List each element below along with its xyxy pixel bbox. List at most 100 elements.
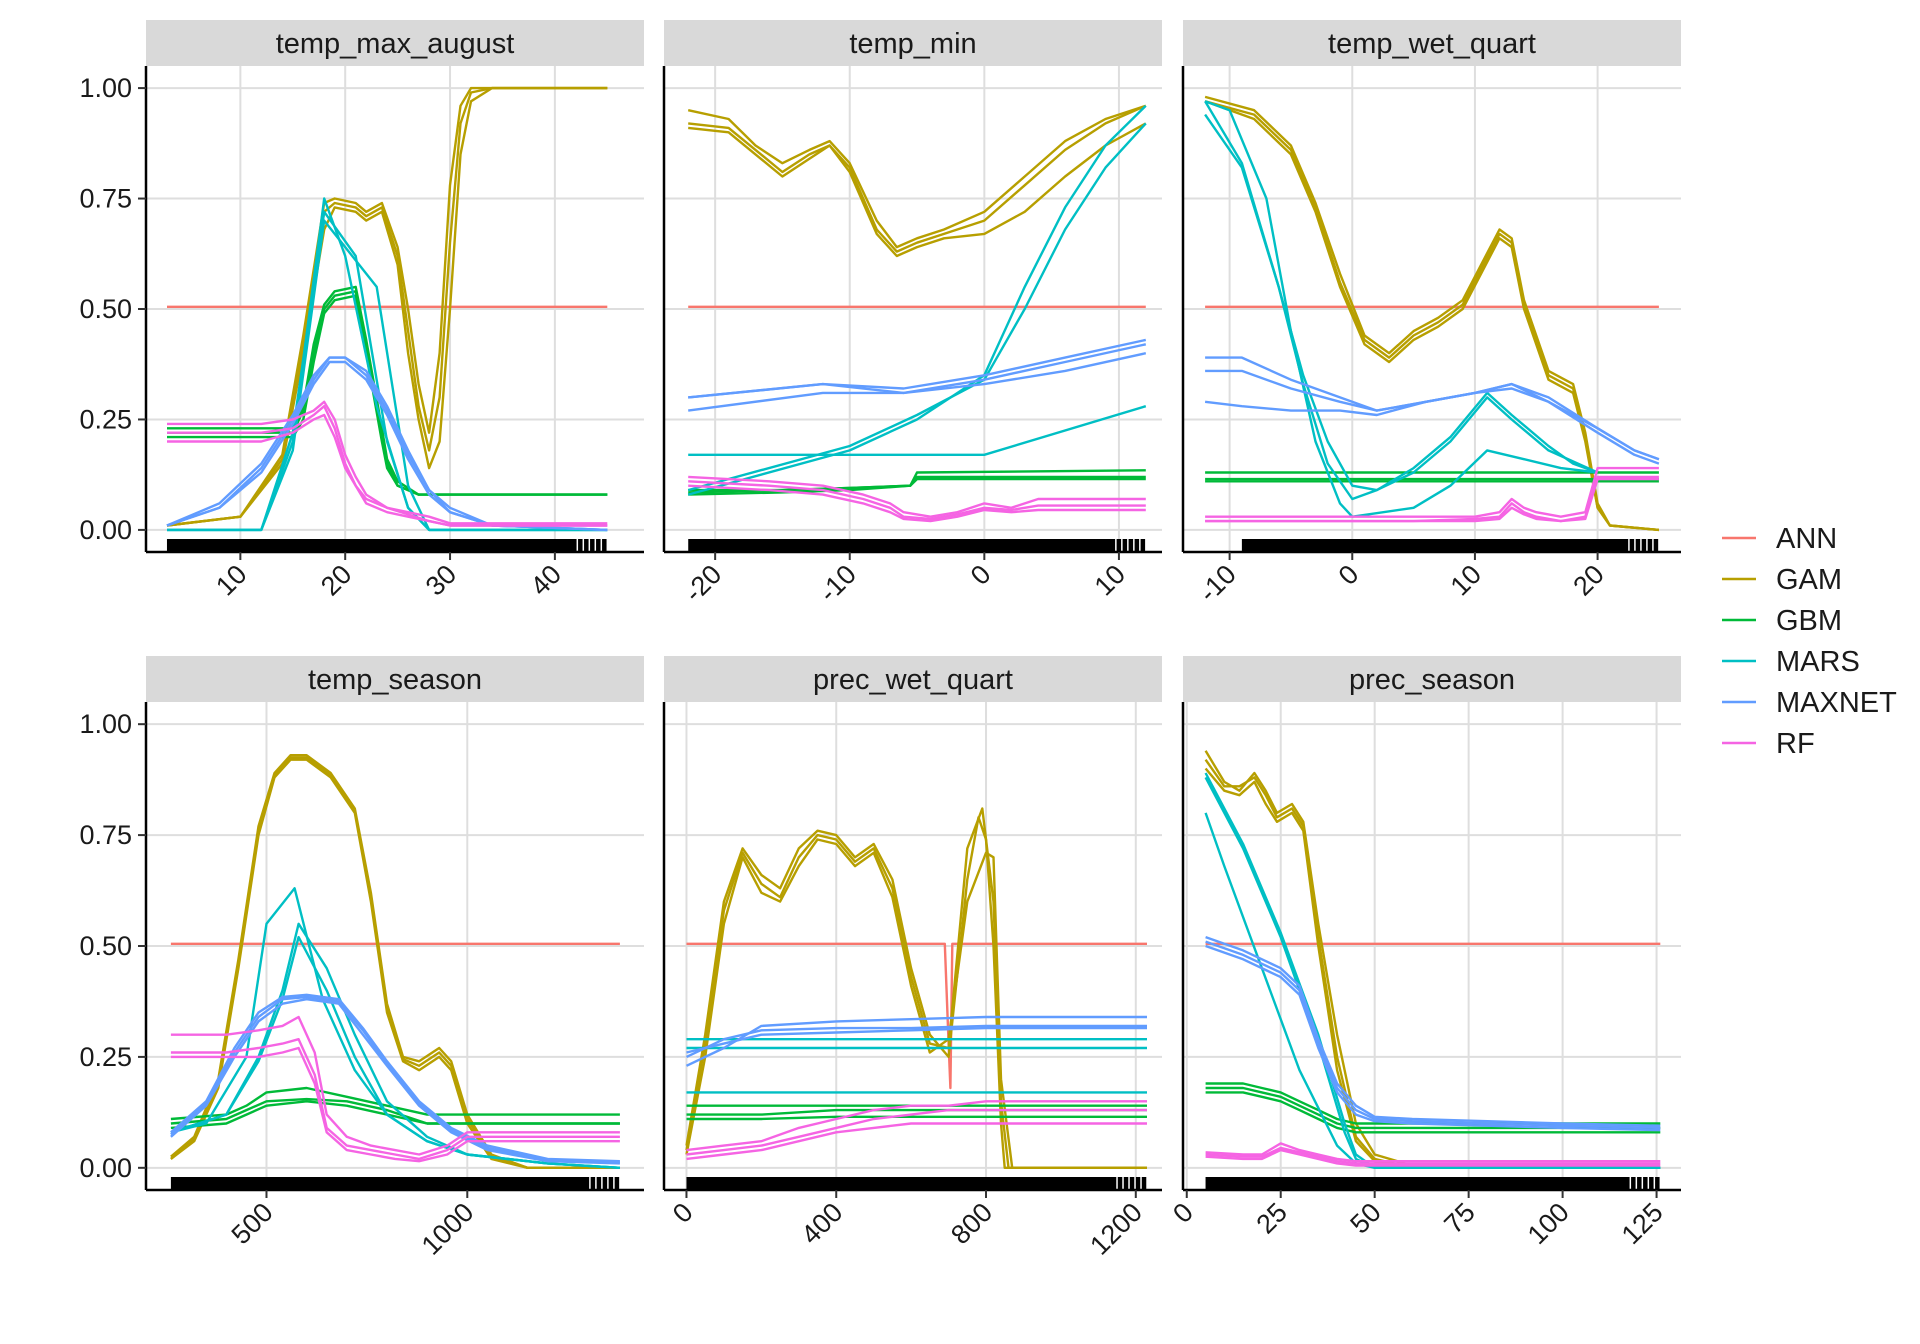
series-line-maxnet: [685, 1024, 1147, 1058]
series-lines: [170, 754, 620, 1169]
series-line-maxnet: [1205, 940, 1661, 1130]
rug: [1241, 539, 1660, 552]
series-line-gbm: [170, 1086, 620, 1121]
legend-label: MAXNET: [1776, 687, 1897, 719]
series-line-maxnet: [688, 343, 1147, 399]
series-line-gam: [170, 756, 620, 1169]
series-line-maxnet: [166, 356, 608, 532]
series-line-rf: [1205, 1148, 1661, 1167]
legend-label: GAM: [1776, 564, 1842, 596]
series-lines: [1204, 95, 1660, 532]
y-tick-label: 0.00: [79, 1153, 132, 1183]
series-line-rf: [686, 1100, 1147, 1152]
series-line-gbm: [686, 1115, 1147, 1121]
series-lines: [685, 807, 1147, 1169]
rug: [1205, 1177, 1662, 1190]
series-line-maxnet: [685, 1015, 1147, 1067]
gridlines: [1183, 66, 1681, 552]
panel-temp_min: temp_min-20 -10 0 10: [662, 20, 1162, 608]
panel-temp_wet_quart: temp_wet_quart-10 0 10 20: [1181, 20, 1681, 608]
rug: [686, 1177, 1148, 1190]
facet-strip: [146, 20, 644, 66]
series-line-maxnet: [1204, 382, 1660, 461]
series-line-mars: [167, 210, 608, 532]
series-lines: [687, 104, 1147, 523]
series-line-rf: [1205, 466, 1659, 518]
legend-label: MARS: [1776, 646, 1860, 678]
series-line-gam: [688, 104, 1147, 253]
series-line-rf: [688, 475, 1146, 518]
series-line-rf: [170, 1015, 620, 1156]
facet-title: temp_wet_quart: [1328, 28, 1536, 60]
series-line-gam: [166, 86, 608, 527]
series-line-mars: [167, 219, 608, 532]
rug-band: [1205, 1177, 1661, 1190]
facet-strip: [146, 656, 644, 702]
y-tick-label: 0.75: [79, 820, 132, 850]
series-line-gbm: [1205, 1082, 1661, 1125]
series-line-mars: [687, 104, 1147, 496]
rug: [166, 539, 609, 552]
legend-label: ANN: [1776, 523, 1837, 555]
rug: [688, 539, 1147, 552]
series-line-gam: [685, 816, 1147, 1169]
series-line-rf: [688, 484, 1146, 523]
facet-title: prec_season: [1349, 664, 1515, 696]
y-tick-label: 0.25: [79, 404, 132, 434]
legend-label: RF: [1776, 728, 1815, 760]
y-tick-label: 0.75: [79, 184, 132, 214]
rug: [170, 1177, 621, 1190]
series-line-gbm: [1205, 1086, 1661, 1130]
series-line-gam: [685, 807, 1147, 1169]
facet-title: temp_min: [849, 28, 976, 60]
series-line-rf: [686, 1122, 1147, 1161]
series-line-gam: [688, 122, 1147, 258]
series-lines: [166, 86, 608, 532]
series-line-mars: [1204, 812, 1661, 1169]
facet-title: temp_max_august: [276, 28, 515, 60]
series-line-rf: [170, 1046, 620, 1163]
rug-band: [166, 539, 608, 552]
rug-band: [688, 539, 1146, 552]
series-line-rf: [170, 1038, 620, 1161]
series-line-rf: [1205, 1142, 1661, 1163]
series-line-rf: [686, 1108, 1147, 1156]
legend: ANN GAM GBM MARS MAXNET RF: [1722, 523, 1897, 760]
series-line-rf: [167, 400, 608, 525]
y-tick-label: 0.00: [79, 515, 132, 545]
series-line-maxnet: [1205, 944, 1661, 1132]
series-line-gam: [687, 104, 1147, 249]
y-tick-label: 0.50: [79, 931, 132, 961]
series-line-mars: [687, 122, 1147, 492]
y-tick-label: 0.25: [79, 1042, 132, 1072]
rug-band: [170, 1177, 620, 1190]
series-line-gam: [1204, 750, 1661, 1169]
series-line-maxnet: [170, 993, 620, 1163]
series-line-gam: [1204, 759, 1661, 1169]
series-line-mars: [1204, 100, 1599, 492]
series-line-rf: [1205, 477, 1659, 523]
series-line-rf: [167, 413, 608, 527]
series-line-maxnet: [686, 1026, 1147, 1054]
facet-strip: [1183, 656, 1681, 702]
series-lines: [1204, 750, 1661, 1169]
series-line-rf: [1205, 1146, 1661, 1165]
rug-band: [1241, 539, 1659, 552]
facet-strip: [664, 20, 1162, 66]
series-line-maxnet: [688, 352, 1147, 412]
series-line-mars: [688, 405, 1147, 456]
y-tick-label: 0.50: [79, 294, 132, 324]
facet-strip: [1183, 20, 1681, 66]
series-line-gam: [166, 86, 608, 527]
gridlines: [664, 702, 1162, 1190]
legend-label: GBM: [1776, 605, 1842, 637]
facet-title: prec_wet_quart: [813, 664, 1013, 696]
series-line-gam: [1204, 767, 1661, 1169]
series-line-maxnet: [170, 995, 620, 1164]
